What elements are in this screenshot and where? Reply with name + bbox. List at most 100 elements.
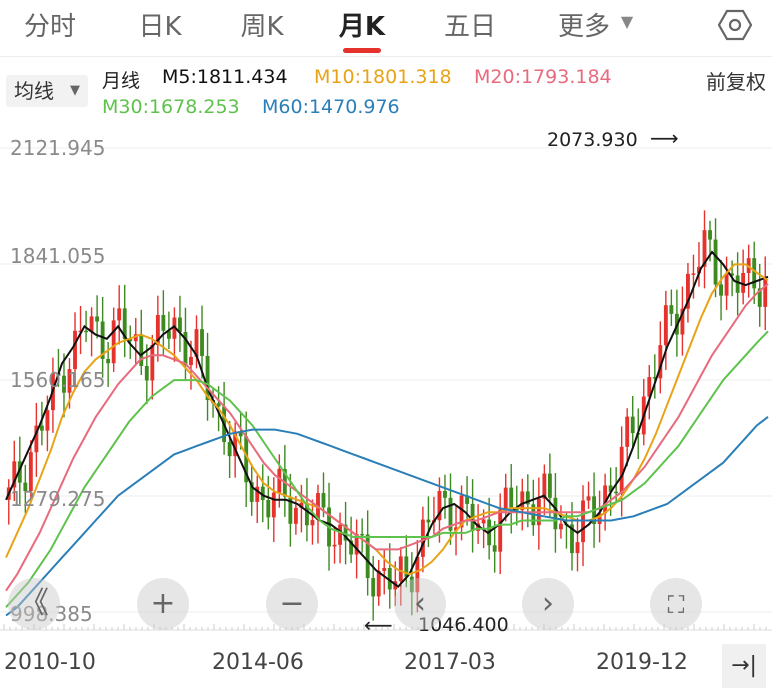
candle-body bbox=[371, 578, 376, 597]
candle-body bbox=[95, 316, 100, 322]
candle-body bbox=[12, 461, 17, 488]
candle-body bbox=[426, 519, 431, 523]
candle-body bbox=[166, 330, 171, 339]
first-page-button[interactable]: 《 bbox=[8, 578, 60, 630]
tab-five-day[interactable]: 五日 bbox=[443, 12, 496, 42]
candle-body bbox=[586, 496, 591, 501]
candle-body bbox=[719, 284, 723, 296]
candle-body bbox=[23, 482, 28, 492]
candle-body bbox=[277, 468, 282, 493]
tab-monthly-k[interactable]: 月K bbox=[338, 12, 386, 42]
candle-body bbox=[625, 416, 630, 447]
candle-body bbox=[299, 502, 304, 508]
candle-body bbox=[492, 545, 497, 552]
x-tick-label: 2019-12 bbox=[596, 650, 688, 675]
candle-body bbox=[338, 524, 342, 545]
settings-icon[interactable] bbox=[718, 8, 752, 42]
candle-body bbox=[139, 334, 144, 366]
zoom-in-button[interactable]: + bbox=[137, 578, 189, 630]
candle-body bbox=[28, 452, 33, 492]
candle-body bbox=[691, 273, 696, 275]
candle-body bbox=[73, 330, 77, 370]
kline-chart[interactable] bbox=[0, 124, 772, 634]
period-tab-bar: 分时 日K 周K 月K 五日 更多 ▼ bbox=[0, 0, 772, 57]
ma-line-m5 bbox=[5, 250, 769, 588]
candle-body bbox=[305, 502, 309, 526]
tab-more[interactable]: 更多 bbox=[557, 12, 610, 42]
ma-line-m30 bbox=[5, 330, 769, 608]
chevron-down-icon: ▼ bbox=[70, 83, 80, 98]
ma60-value: M60:1470.976 bbox=[262, 96, 400, 118]
candle-body bbox=[150, 345, 155, 381]
candle-body bbox=[603, 485, 608, 514]
tab-weekly-k[interactable]: 周K bbox=[240, 12, 284, 42]
zoom-out-button[interactable]: − bbox=[266, 578, 318, 630]
candle-body bbox=[547, 473, 552, 498]
candle-body bbox=[680, 308, 685, 335]
next-button[interactable]: › bbox=[522, 578, 574, 630]
ma30-value: M30:1678.253 bbox=[102, 96, 240, 118]
candle-body bbox=[570, 524, 574, 554]
candle-body bbox=[100, 321, 105, 359]
candle-body bbox=[448, 497, 453, 531]
candle-body bbox=[39, 425, 44, 431]
y-tick-label: 2121.945 bbox=[10, 136, 106, 160]
indicator-dropdown[interactable]: 均线 ▼ bbox=[6, 75, 88, 107]
high-price-label: 2073.930 bbox=[547, 129, 638, 151]
adjust-mode[interactable]: 前复权 bbox=[706, 70, 766, 94]
x-tick-label: 2014-06 bbox=[212, 650, 304, 675]
candle-body bbox=[398, 556, 403, 582]
candle-body bbox=[288, 496, 293, 524]
candle-body bbox=[614, 491, 619, 494]
jump-to-end-button[interactable]: →| bbox=[722, 644, 766, 688]
candle-body bbox=[619, 446, 624, 494]
period-label: 月线 bbox=[102, 70, 141, 92]
candle-body bbox=[498, 509, 503, 552]
candle-body bbox=[542, 473, 547, 499]
candle-body bbox=[437, 491, 442, 521]
chevron-down-icon[interactable]: ▼ bbox=[620, 12, 634, 31]
ma10-value: M10:1801.318 bbox=[314, 66, 452, 88]
candle-body bbox=[255, 486, 260, 502]
candle-body bbox=[89, 316, 94, 333]
tab-intraday[interactable]: 分时 bbox=[23, 12, 76, 42]
candle-body bbox=[365, 534, 370, 579]
candle-body bbox=[161, 315, 166, 331]
arrow-left-icon: ⟵ bbox=[364, 613, 393, 637]
candle-body bbox=[597, 513, 602, 524]
fullscreen-button[interactable]: ⛶ bbox=[650, 578, 702, 630]
arrow-right-icon: ⟶ bbox=[650, 126, 679, 150]
candle-body bbox=[686, 273, 690, 309]
candle-body bbox=[310, 520, 315, 526]
tab-daily-k[interactable]: 日K bbox=[138, 12, 182, 42]
candle-body bbox=[730, 273, 735, 276]
candle-body bbox=[702, 230, 707, 267]
ma5-value: M5:1811.434 bbox=[162, 66, 288, 88]
candle-body bbox=[608, 485, 613, 492]
candle-body bbox=[630, 416, 635, 434]
low-price-label: 1046.400 bbox=[418, 614, 509, 636]
candle-body bbox=[271, 492, 276, 518]
y-tick-label: 1279.275 bbox=[10, 487, 106, 511]
candle-body bbox=[735, 275, 740, 293]
y-tick-label: 1560.165 bbox=[10, 368, 106, 392]
candle-body bbox=[376, 570, 381, 597]
candle-body bbox=[503, 487, 508, 510]
candle-body bbox=[17, 461, 22, 483]
candle-body bbox=[34, 425, 39, 453]
y-tick-label: 1841.055 bbox=[10, 244, 106, 268]
candle-body bbox=[332, 544, 337, 547]
candle-body bbox=[216, 403, 221, 407]
candle-body bbox=[266, 500, 271, 518]
candle-body bbox=[238, 431, 243, 437]
candle-body bbox=[387, 567, 392, 590]
prev-button[interactable]: ‹ bbox=[394, 578, 446, 630]
ma20-value: M20:1793.184 bbox=[474, 66, 612, 88]
candle-body bbox=[757, 288, 762, 307]
candle-body bbox=[404, 556, 409, 577]
candle-body bbox=[459, 495, 464, 528]
ma-line-m10 bbox=[5, 263, 769, 576]
candle-body bbox=[514, 508, 519, 511]
candle-body bbox=[244, 436, 249, 483]
candle-body bbox=[553, 497, 558, 530]
